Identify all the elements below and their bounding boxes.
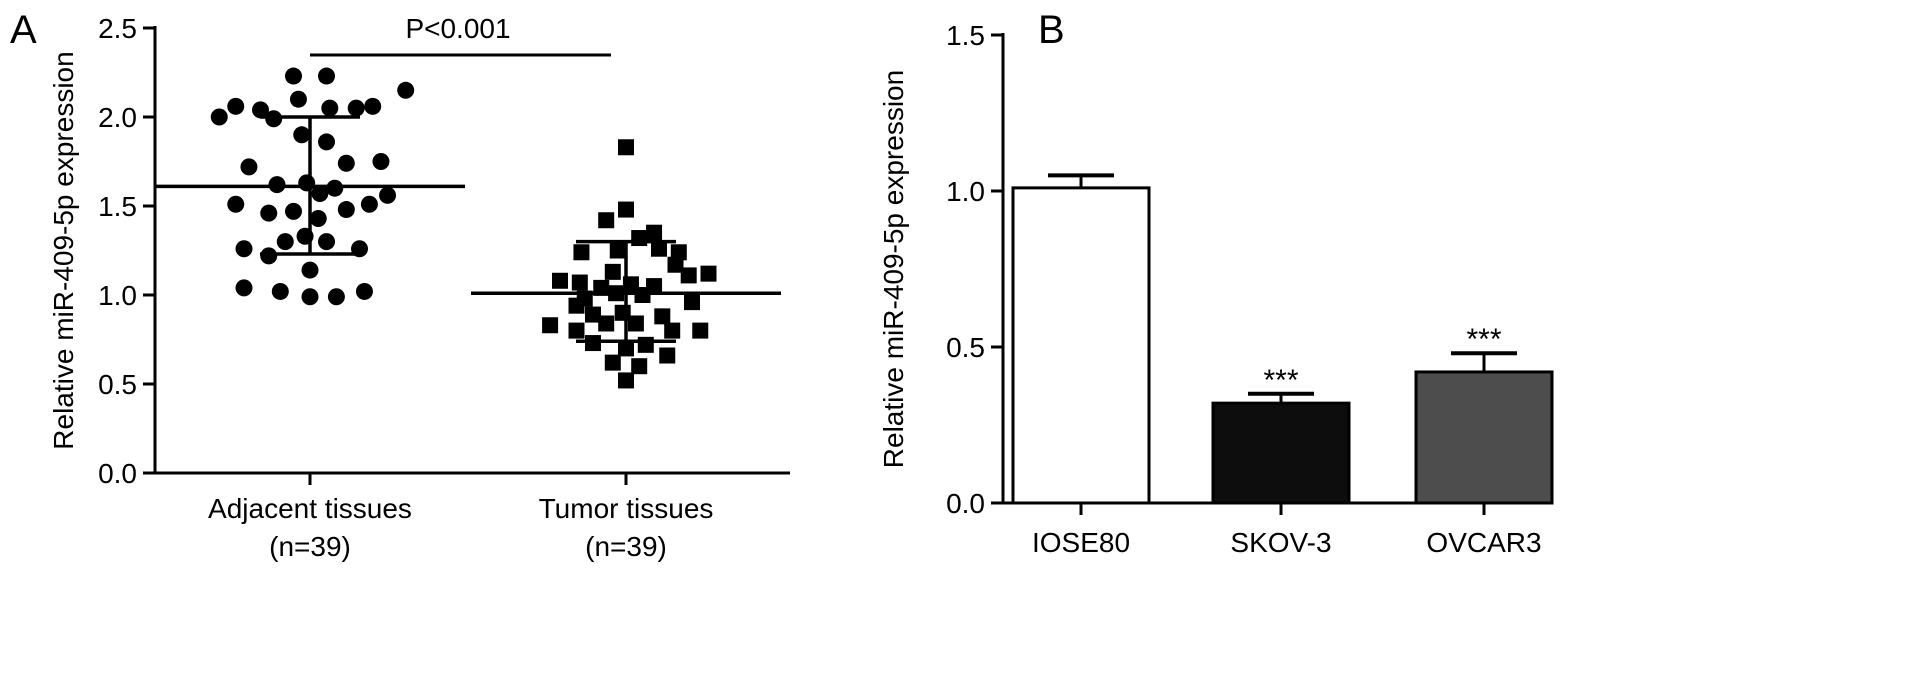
a-point-square [552,272,568,289]
a-p-value: P<0.001 [405,13,510,44]
a-y-tick-label: 2.5 [98,13,137,44]
a-point-square [627,315,644,332]
a-point-circle [309,209,327,227]
a-x-tick-label: Adjacent tissues [208,493,412,524]
b-y-tick-label: 0.0 [946,488,985,519]
a-point-square [664,322,681,339]
a-x-tick-label: Tumor tissues [539,493,714,524]
b-y-tick-label: 1.0 [946,176,985,207]
a-point-square [646,224,663,241]
a-point-square [618,201,634,218]
a-point-square [609,242,626,259]
b-significance-label: *** [1263,364,1298,397]
a-point-square [670,244,687,261]
a-point-circle [210,108,228,126]
a-point-circle [372,153,390,170]
a-point-square [700,265,717,282]
a-point-square [598,212,615,229]
a-point-square [667,256,684,273]
a-x-tick-sublabel: (n=39) [269,531,351,562]
a-point-square [604,354,621,371]
a-point-circle [240,158,258,176]
a-point-square [573,244,590,261]
a-point-square [568,297,585,314]
a-point-circle [318,133,335,151]
a-point-circle [318,233,335,251]
a-point-circle [379,186,397,204]
a-point-square [542,317,559,334]
a-point-square [618,340,634,357]
b-y-tick-label: 0.5 [946,332,985,363]
b-y-axis-title: Relative miR-409-5p expression [878,70,909,468]
a-point-circle [235,279,253,297]
a-y-axis-title: Relative miR-409-5p expression [48,51,79,449]
a-point-circle [260,204,278,222]
b-x-tick-label: SKOV-3 [1230,527,1331,558]
a-point-square [659,347,676,364]
a-point-circle [289,90,307,108]
a-point-circle [285,202,302,220]
a-point-square [684,294,700,311]
a-point-square [631,230,648,247]
b-bar [1011,186,1151,505]
a-point-circle [397,81,415,99]
a-point-square [637,336,654,353]
a-point-circle [271,282,289,300]
panel-b-label: B [1038,8,1065,52]
panel-a-label: A [10,8,37,52]
b-significance-label: *** [1466,323,1501,356]
b-x-tick-label: IOSE80 [1032,527,1130,558]
a-point-square [692,322,709,339]
a-point-square [585,306,601,323]
a-point-square [604,263,621,280]
a-point-circle [252,101,269,119]
a-point-circle [327,288,345,306]
a-point-square [680,267,697,284]
a-point-square [651,240,667,257]
a-point-square [654,308,671,325]
a-y-tick-label: 2.0 [98,102,137,133]
b-bar [1414,370,1554,505]
a-point-circle [265,110,283,128]
a-point-circle [301,288,319,306]
a-point-circle [326,179,344,197]
a-y-tick-label: 1.0 [98,280,137,311]
a-point-circle [227,195,245,213]
a-y-tick-label: 1.5 [98,191,137,222]
a-point-circle [321,99,339,117]
a-point-circle [235,240,253,258]
a-point-square [571,274,588,291]
a-point-square [585,335,601,352]
a-point-circle [260,247,278,265]
a-point-square [618,139,634,156]
a-point-circle [364,97,382,115]
a-point-circle [337,154,355,172]
b-x-tick-label: OVCAR3 [1426,527,1541,558]
a-y-tick-label: 0.5 [98,369,137,400]
a-y-tick-label: 0.0 [98,458,137,489]
a-point-square [598,315,615,332]
a-point-circle [276,233,294,251]
a-point-circle [360,195,378,213]
a-point-circle [318,67,335,85]
a-point-circle [301,261,319,279]
a-point-circle [355,282,373,300]
a-point-square [568,322,585,339]
b-bar [1211,401,1351,505]
a-point-square [634,287,651,303]
a-point-circle [347,99,365,117]
a-point-circle [227,97,245,115]
a-point-circle [337,201,355,219]
a-point-circle [293,126,311,144]
a-point-circle [298,174,316,192]
b-y-tick-label: 1.5 [946,20,985,51]
a-point-circle [311,185,329,203]
a-point-square [631,358,648,375]
a-point-circle [285,67,302,85]
a-x-tick-sublabel: (n=39) [585,531,667,562]
a-point-circle [268,176,286,194]
a-point-square [618,372,634,389]
